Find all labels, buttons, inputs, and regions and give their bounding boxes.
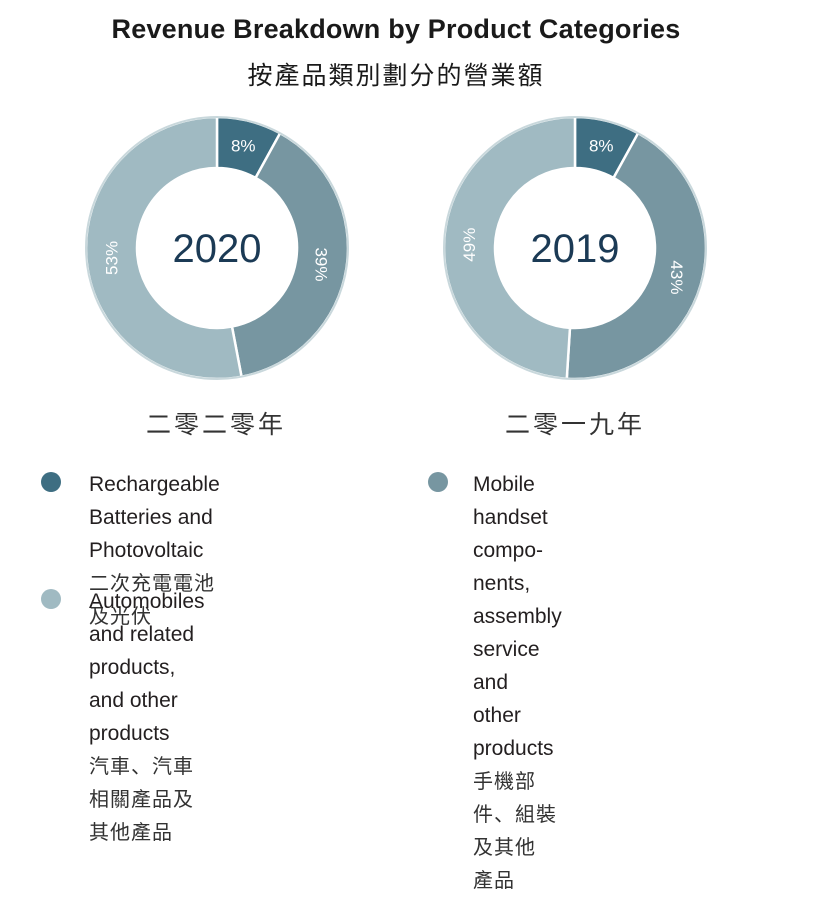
legend-text-line: products, and other products [89, 656, 178, 745]
legend-text-line: Photovoltaic [89, 539, 204, 562]
legend-text-chinese: 汽車、汽車相關產品及其他產品 [89, 754, 194, 844]
donut-center-year: 2020 [173, 227, 262, 271]
legend-text-chinese: 二次充電電池及光伏 [89, 571, 215, 628]
legend-swatch-automobiles [41, 589, 61, 609]
legend-label-batteries: Rechargeable Batteries and Photovoltaic … [89, 468, 220, 633]
donut-center-year: 2019 [531, 227, 620, 271]
legend-text-chinese: 產品 [473, 868, 515, 892]
legend-text-line: nents, assembly service [473, 572, 562, 661]
year-label-2020-chinese: 二零二零年 [146, 410, 287, 439]
legend-swatch-mobile [428, 472, 448, 492]
legend-text-line: Automobiles and related [89, 590, 205, 646]
legend-label-mobile: Mobile handset compo- nents, assembly se… [473, 468, 562, 897]
legend-text-line: Rechargeable Batteries and [89, 473, 220, 529]
slice-label-automobiles: 49% [460, 228, 479, 262]
donut-charts: 8% 39% 53% 2020 8% 43% 49% 2019 [84, 115, 708, 381]
legend-text-line: Mobile handset compo- [473, 473, 548, 562]
legend-text-chinese: 手機部件、組裝及其他 [473, 769, 557, 859]
slice-label-mobile: 39% [312, 247, 331, 281]
slice-label-batteries: 8% [231, 136, 256, 155]
slice-label-mobile: 43% [667, 260, 686, 294]
slice-label-batteries: 8% [589, 136, 614, 155]
chart-title: Revenue Breakdown by Product Categories [111, 14, 681, 44]
legend-text-line: and other products [473, 671, 554, 760]
year-label-2019-chinese: 二零一九年 [505, 410, 646, 439]
donut-2020: 8% 39% 53% 2020 [84, 115, 350, 381]
donut-2019: 8% 43% 49% 2019 [442, 115, 708, 381]
donut-outer-ring [85, 116, 349, 380]
legend-label-automobiles: Automobiles and related products, and ot… [89, 585, 205, 849]
slice-label-automobiles: 53% [102, 241, 121, 275]
donut-outer-ring [443, 116, 707, 380]
legend-swatch-batteries [41, 472, 61, 492]
chart-title-chinese: 按產品類別劃分的營業額 [247, 61, 545, 90]
